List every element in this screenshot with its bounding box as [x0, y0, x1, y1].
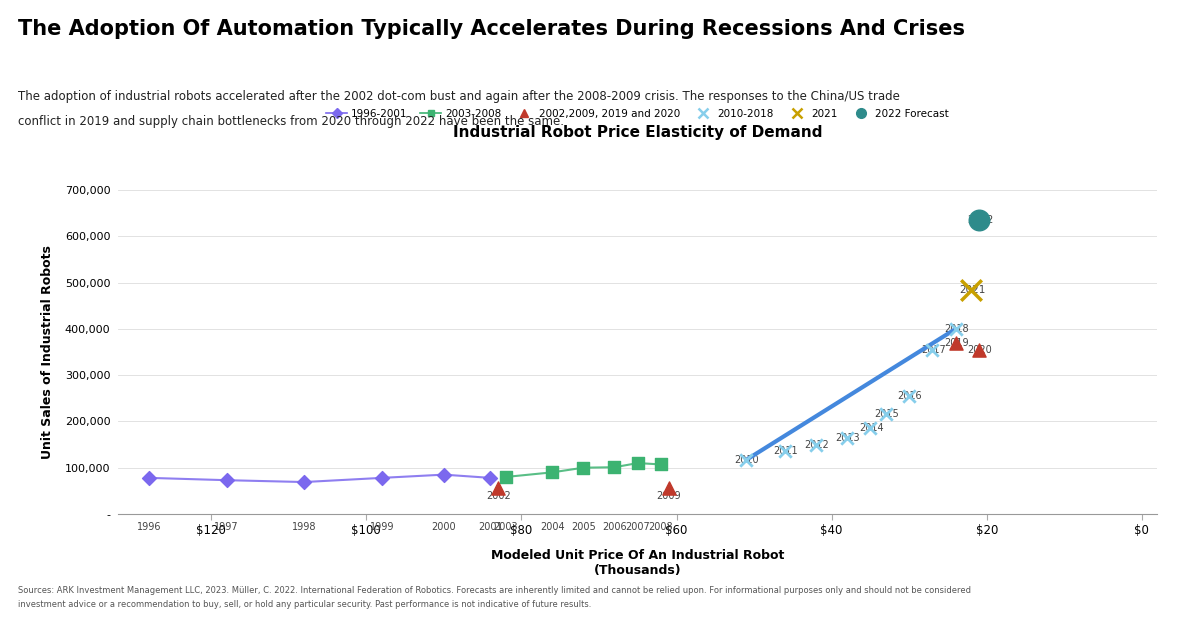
Point	[659, 483, 678, 493]
Point	[776, 447, 795, 457]
Text: 2007: 2007	[626, 522, 650, 532]
Text: 1997: 1997	[215, 522, 239, 532]
Text: 2017: 2017	[921, 345, 946, 354]
Text: 2016: 2016	[898, 391, 922, 401]
Text: 2013: 2013	[835, 432, 860, 442]
Text: 2010: 2010	[735, 455, 759, 465]
Text: 2011: 2011	[774, 447, 798, 457]
Text: conflict in 2019 and supply chain bottlenecks from 2020 through 2022 have been t: conflict in 2019 and supply chain bottle…	[18, 115, 563, 128]
Text: 2003: 2003	[494, 522, 518, 532]
Text: 1999: 1999	[370, 522, 394, 532]
Text: 2022: 2022	[967, 215, 993, 225]
Point	[807, 440, 826, 450]
Text: 2008: 2008	[648, 522, 673, 532]
Point	[481, 473, 500, 483]
Point	[876, 409, 895, 419]
Point	[737, 455, 756, 465]
Text: The adoption of industrial robots accelerated after the 2002 dot-com bust and ag: The adoption of industrial robots accele…	[18, 90, 900, 103]
Point	[574, 463, 593, 473]
Text: Sources: ARK Investment Management LLC, 2023. Müller, C. 2022. International Fed: Sources: ARK Investment Management LLC, …	[18, 586, 971, 595]
Text: 2020: 2020	[967, 345, 992, 354]
Point	[861, 424, 880, 434]
Point	[543, 467, 562, 477]
Y-axis label: Unit Sales of Industrial Robots: Unit Sales of Industrial Robots	[40, 245, 53, 459]
Text: 2004: 2004	[540, 522, 565, 532]
Text: 2006: 2006	[602, 522, 627, 532]
Text: 2021: 2021	[960, 285, 986, 295]
Text: 2019: 2019	[944, 338, 968, 348]
Point	[970, 345, 988, 354]
X-axis label: Modeled Unit Price Of An Industrial Robot
(Thousands): Modeled Unit Price Of An Industrial Robo…	[491, 548, 784, 576]
Point	[628, 458, 647, 468]
Point	[489, 483, 508, 493]
Point	[605, 462, 624, 472]
Point	[961, 285, 980, 295]
Point	[900, 391, 919, 401]
Text: 2012: 2012	[804, 440, 829, 450]
Point	[496, 472, 515, 482]
Point	[435, 470, 454, 480]
Text: 2000: 2000	[431, 522, 456, 532]
Point	[946, 324, 965, 334]
Point	[837, 432, 856, 442]
Title: Industrial Robot Price Elasticity of Demand: Industrial Robot Price Elasticity of Dem…	[454, 125, 822, 140]
Text: 1996: 1996	[137, 522, 162, 532]
Text: 2014: 2014	[859, 424, 883, 434]
Text: 2015: 2015	[874, 409, 899, 419]
Text: 2001: 2001	[478, 522, 503, 532]
Text: 2009: 2009	[657, 492, 681, 502]
Point	[372, 473, 391, 483]
Point	[139, 473, 158, 483]
Text: investment advice or a recommendation to buy, sell, or hold any particular secur: investment advice or a recommendation to…	[18, 601, 590, 609]
Text: 1998: 1998	[292, 522, 317, 532]
Legend: 1996-2001, 2003-2008, 2002,2009, 2019 and 2020, 2010-2018, 2021, 2022 Forecast: 1996-2001, 2003-2008, 2002,2009, 2019 an…	[322, 105, 953, 123]
Text: 2002: 2002	[485, 492, 510, 502]
Point	[652, 460, 671, 470]
Point	[946, 338, 965, 348]
Point	[217, 475, 236, 485]
Point	[924, 345, 942, 354]
Point	[295, 477, 314, 487]
Text: The Adoption Of Automation Typically Accelerates During Recessions And Crises: The Adoption Of Automation Typically Acc…	[18, 19, 965, 39]
Text: 2018: 2018	[944, 324, 968, 334]
Point	[970, 215, 988, 225]
Text: 2005: 2005	[572, 522, 596, 532]
